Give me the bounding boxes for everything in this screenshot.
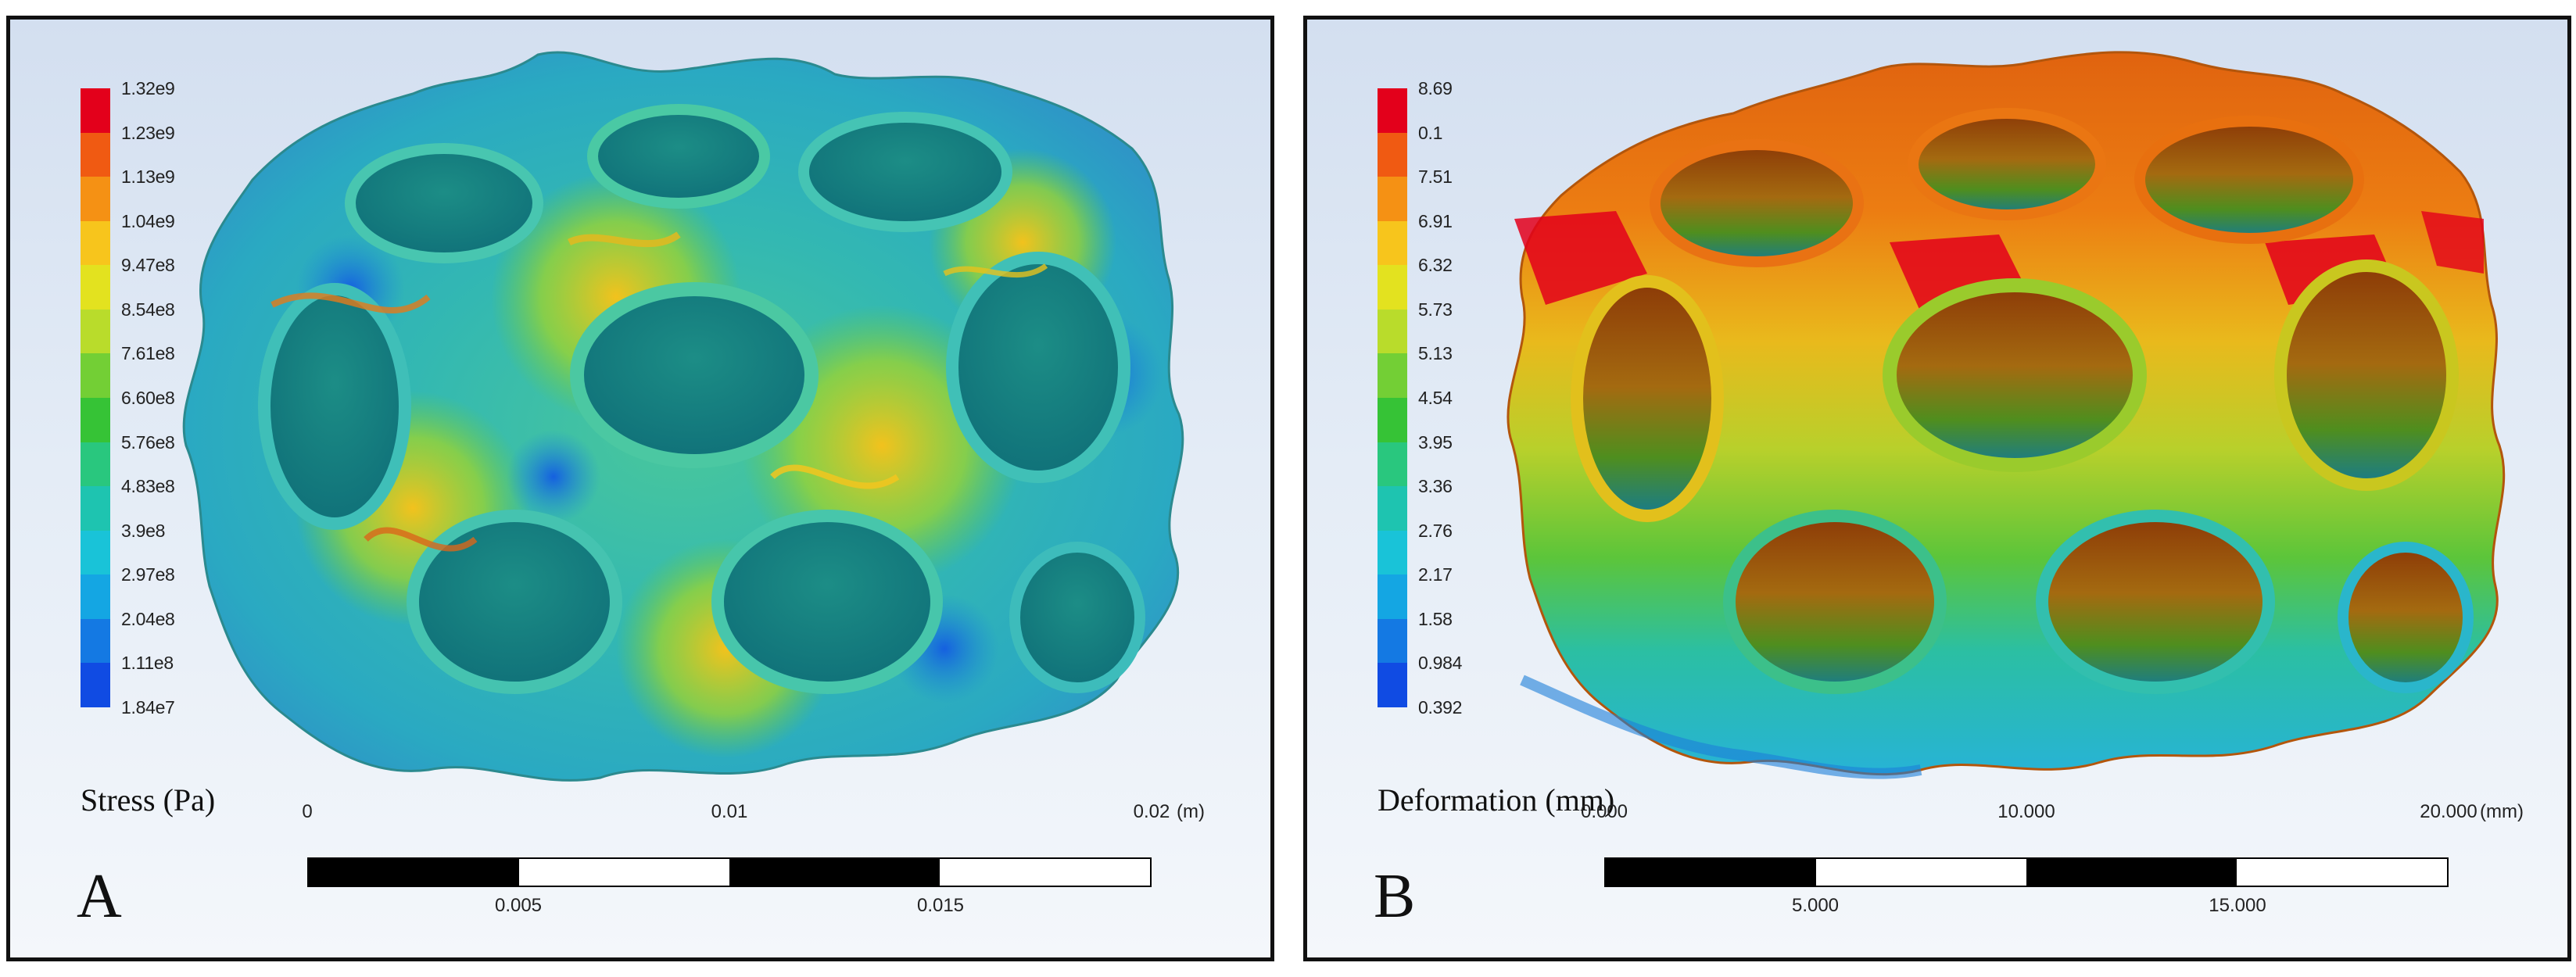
deformation-legend-tick: 4.54	[1418, 388, 1453, 408]
scale-label-end: 20.000	[2420, 801, 2477, 822]
deformation-legend-swatch-6	[1378, 353, 1407, 399]
stress-legend-swatch-6	[81, 353, 110, 399]
stress-legend-tick: 1.84e7	[121, 697, 175, 718]
stress-legend-tick: 2.97e8	[121, 564, 175, 585]
scale-segment-dark	[1606, 859, 1816, 886]
scale-label-end: 0.02	[1133, 801, 1170, 822]
deformation-legend-tick: 2.17	[1418, 564, 1453, 585]
deformation-legend-tick: 8.69	[1418, 78, 1453, 98]
stress-legend-tick: 2.04e8	[121, 608, 175, 629]
deformation-legend-tick: 1.58	[1418, 608, 1453, 629]
stress-legend-tick: 1.23e9	[121, 122, 175, 143]
deformation-legend-tick: 7.51	[1418, 166, 1453, 188]
scale-bar-segments	[307, 857, 1152, 887]
scale-segment-dark	[2026, 859, 2237, 886]
deformation-legend-tick: 5.73	[1418, 299, 1453, 320]
stress-legend-tick: 9.47e8	[121, 255, 175, 276]
stress-legend-tick: 1.04e9	[121, 210, 175, 231]
scale-label-start: 0	[302, 801, 313, 822]
deformation-legend-tick: 0.392	[1418, 697, 1463, 718]
deformation-legend-tick: 0.1	[1418, 122, 1443, 143]
deformation-quantity-label: Deformation (mm)	[1378, 782, 1615, 818]
deformation-legend-tick: 0.984	[1418, 653, 1463, 674]
stress-quantity-label: Stress (Pa)	[81, 782, 216, 818]
deformation-legend-swatch-1	[1378, 132, 1407, 177]
deformation-scale-bar: 0.000 10.000 20.000 (mm) 5.000 15.000	[1581, 801, 2524, 934]
stress-legend-tick: 1.11e8	[121, 653, 174, 674]
scale-unit: (mm)	[2480, 801, 2524, 822]
deformation-legend-tick: 2.76	[1418, 520, 1453, 541]
deformation-legend-swatch-8	[1378, 442, 1407, 487]
deformation-legend-swatch-7	[1378, 398, 1407, 443]
scale-label-quarter: 0.005	[494, 895, 543, 916]
deformation-legend-tick: 5.13	[1418, 343, 1453, 364]
stress-legend-tick: 8.54e8	[121, 299, 175, 320]
scale-segment-light	[519, 859, 729, 886]
deformation-legend-swatch-0	[1378, 88, 1407, 134]
stress-legend-tick: 6.60e8	[121, 388, 175, 408]
deformation-color-bar	[1378, 88, 1407, 708]
stress-legend-swatch-8	[81, 442, 110, 487]
scale-unit: (m)	[1177, 801, 1205, 822]
scale-label-mid: 10.000	[1997, 801, 2055, 822]
panel-letter-a: A	[77, 862, 122, 931]
deformation-legend-swatch-4	[1378, 265, 1407, 310]
stress-legend: 1.32e9 1.23e9 1.13e9 1.04e9 9.47e8 8.54e…	[81, 78, 299, 735]
scale-label-mid: 0.01	[711, 801, 748, 822]
stress-legend-tick: 4.83e8	[121, 476, 175, 497]
stress-legend-tick: 1.32e9	[121, 78, 175, 98]
stress-legend-swatch-0	[81, 88, 110, 134]
stress-legend-swatch-10	[81, 530, 110, 575]
stress-legend-swatch-9	[81, 486, 110, 531]
stress-legend-tick: 5.76e8	[121, 431, 175, 453]
stress-legend-swatch-5	[81, 309, 110, 354]
deformation-legend-tick: 3.36	[1418, 476, 1453, 497]
stress-legend-tick: 1.13e9	[121, 166, 175, 188]
stress-scale-bar: 0 0.01 0.02 (m) 0.005 0.015	[302, 801, 1205, 934]
deformation-panel: 8.69 0.1 7.51 6.91 6.32 5.73 5.13 4.54 3…	[1303, 16, 2571, 961]
scale-segment-dark	[309, 859, 519, 886]
stress-legend-swatch-7	[81, 398, 110, 443]
stress-legend-swatch-3	[81, 220, 110, 266]
deformation-legend-swatch-10	[1378, 530, 1407, 575]
scale-segment-light	[940, 859, 1150, 886]
deformation-legend-swatch-13	[1378, 663, 1407, 708]
stress-legend-tick: 7.61e8	[121, 343, 175, 364]
deformation-legend-swatch-11	[1378, 574, 1407, 620]
stress-legend-swatch-13	[81, 663, 110, 708]
deformation-legend-swatch-5	[1378, 309, 1407, 354]
deformation-lattice-model	[1507, 51, 2506, 779]
scale-segment-light	[1816, 859, 2026, 886]
stress-legend-swatch-4	[81, 265, 110, 310]
stress-legend-swatch-12	[81, 618, 110, 664]
stress-lattice-model	[182, 51, 1184, 782]
scale-label-start: 0.000	[1580, 801, 1628, 822]
scale-label-three-quarter: 0.015	[916, 895, 965, 916]
stress-color-bar	[81, 88, 110, 708]
scale-bar-segments	[1604, 857, 2449, 887]
stress-panel: 1.32e9 1.23e9 1.13e9 1.04e9 9.47e8 8.54e…	[6, 16, 1274, 961]
stress-legend-swatch-11	[81, 574, 110, 620]
deformation-legend-tick: 6.32	[1418, 255, 1453, 276]
stress-legend-swatch-2	[81, 177, 110, 222]
deformation-legend-swatch-2	[1378, 177, 1407, 222]
deformation-legend-swatch-12	[1378, 618, 1407, 664]
deformation-legend-tick: 3.95	[1418, 431, 1453, 453]
panel-letter-b: B	[1374, 862, 1416, 931]
scale-label-quarter: 5.000	[1791, 895, 1840, 916]
stress-legend-tick: 3.9e8	[121, 520, 166, 541]
scale-segment-dark	[729, 859, 940, 886]
deformation-legend-swatch-3	[1378, 220, 1407, 266]
deformation-legend: 8.69 0.1 7.51 6.91 6.32 5.73 5.13 4.54 3…	[1378, 78, 1596, 735]
deformation-legend-tick: 6.91	[1418, 210, 1453, 231]
deformation-legend-swatch-9	[1378, 486, 1407, 531]
stress-legend-swatch-1	[81, 132, 110, 177]
scale-segment-light	[2237, 859, 2447, 886]
scale-label-three-quarter: 15.000	[2209, 895, 2266, 916]
